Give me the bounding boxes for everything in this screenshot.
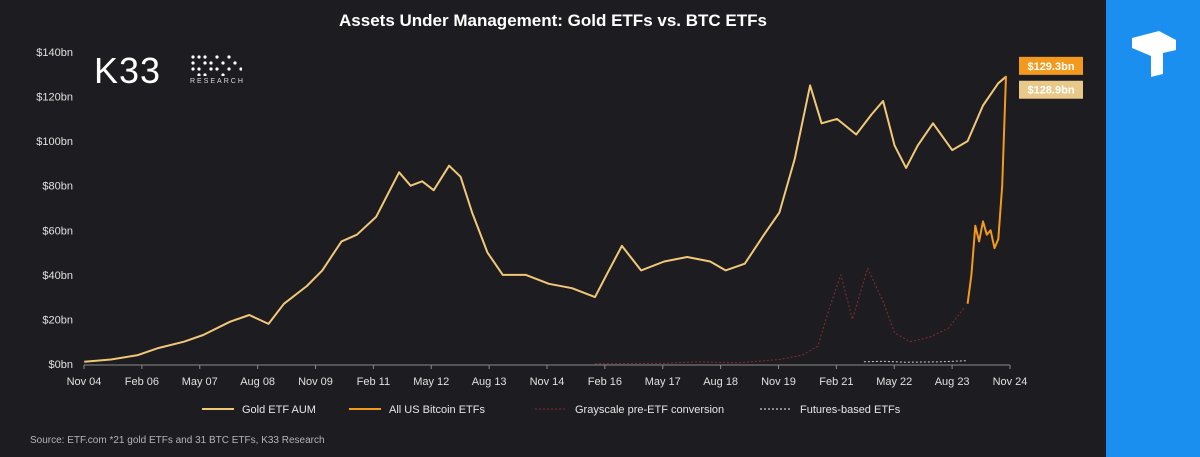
x-tick-label: May 22 bbox=[876, 376, 912, 388]
legend-label: Gold ETF AUM bbox=[242, 404, 316, 416]
x-tick-label: Nov 14 bbox=[530, 376, 565, 388]
end-label-gold: $128.9bn bbox=[1027, 85, 1074, 97]
brand-t-icon bbox=[1132, 31, 1176, 77]
x-tick-label: Nov 19 bbox=[761, 376, 796, 388]
y-tick-label: $60bn bbox=[42, 225, 73, 237]
legend-label: All US Bitcoin ETFs bbox=[389, 404, 485, 416]
x-tick-label: Feb 16 bbox=[588, 376, 622, 388]
x-tick-label: Aug 08 bbox=[240, 376, 275, 388]
series-line-grayscale bbox=[594, 267, 965, 365]
x-tick-label: Feb 11 bbox=[357, 376, 390, 388]
x-tick-label: May 17 bbox=[645, 376, 681, 388]
series-line-btc-etfs bbox=[966, 75, 1007, 304]
series-line-gold-etf bbox=[84, 75, 1007, 363]
x-tick-label: Aug 13 bbox=[472, 376, 507, 388]
x-tick-label: Nov 24 bbox=[993, 376, 1028, 388]
side-panel bbox=[1106, 0, 1200, 457]
chart-plot: $0bn $20bn $40bn $60bn $80bn $100bn $120bn $140… bbox=[36, 47, 1083, 416]
end-label-btc-box bbox=[1019, 56, 1083, 75]
end-label-gold-box bbox=[1019, 80, 1083, 99]
k33-logo: K33 RESEARCH bbox=[94, 50, 243, 92]
x-tick-label: Aug 18 bbox=[703, 376, 738, 388]
x-tick-label: Feb 21 bbox=[819, 376, 853, 388]
y-tick-label: $80bn bbox=[42, 181, 73, 193]
legend-label: Futures-based ETFs bbox=[800, 404, 901, 416]
y-tick-label: $0bn bbox=[49, 359, 73, 371]
brand-name: K33 bbox=[94, 50, 162, 91]
y-tick-label: $100bn bbox=[36, 136, 73, 148]
legend-label: Grayscale pre-ETF conversion bbox=[575, 404, 724, 416]
x-tick-label: May 07 bbox=[182, 376, 218, 388]
x-tick-label: May 12 bbox=[413, 376, 449, 388]
y-tick-label: $120bn bbox=[36, 92, 73, 104]
source-note: Source: ETF.com *21 gold ETFs and 31 BTC… bbox=[30, 435, 325, 446]
chart-title: Assets Under Management: Gold ETFs vs. B… bbox=[339, 11, 767, 30]
x-tick-label: Nov 04 bbox=[67, 376, 102, 388]
x-tick-label: Aug 23 bbox=[935, 376, 970, 388]
end-label-btc: $129.3bn bbox=[1027, 61, 1074, 73]
chart-area: Assets Under Management: Gold ETFs vs. B… bbox=[30, 11, 1083, 446]
x-tick-label: Nov 09 bbox=[298, 376, 333, 388]
brand-sub: RESEARCH bbox=[190, 78, 245, 85]
x-tick-label: Feb 06 bbox=[125, 376, 159, 388]
y-tick-label: $40bn bbox=[42, 270, 73, 282]
series-line-futures bbox=[863, 360, 968, 363]
y-tick-label: $140bn bbox=[36, 47, 73, 59]
brand-dots-icon bbox=[191, 55, 242, 76]
y-tick-label: $20bn bbox=[42, 314, 73, 326]
